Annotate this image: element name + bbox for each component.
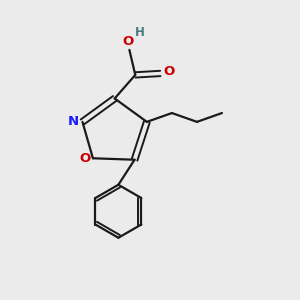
Text: O: O (163, 65, 174, 79)
Text: O: O (79, 152, 90, 165)
Text: H: H (135, 26, 145, 39)
Text: N: N (68, 116, 79, 128)
Text: O: O (123, 35, 134, 48)
